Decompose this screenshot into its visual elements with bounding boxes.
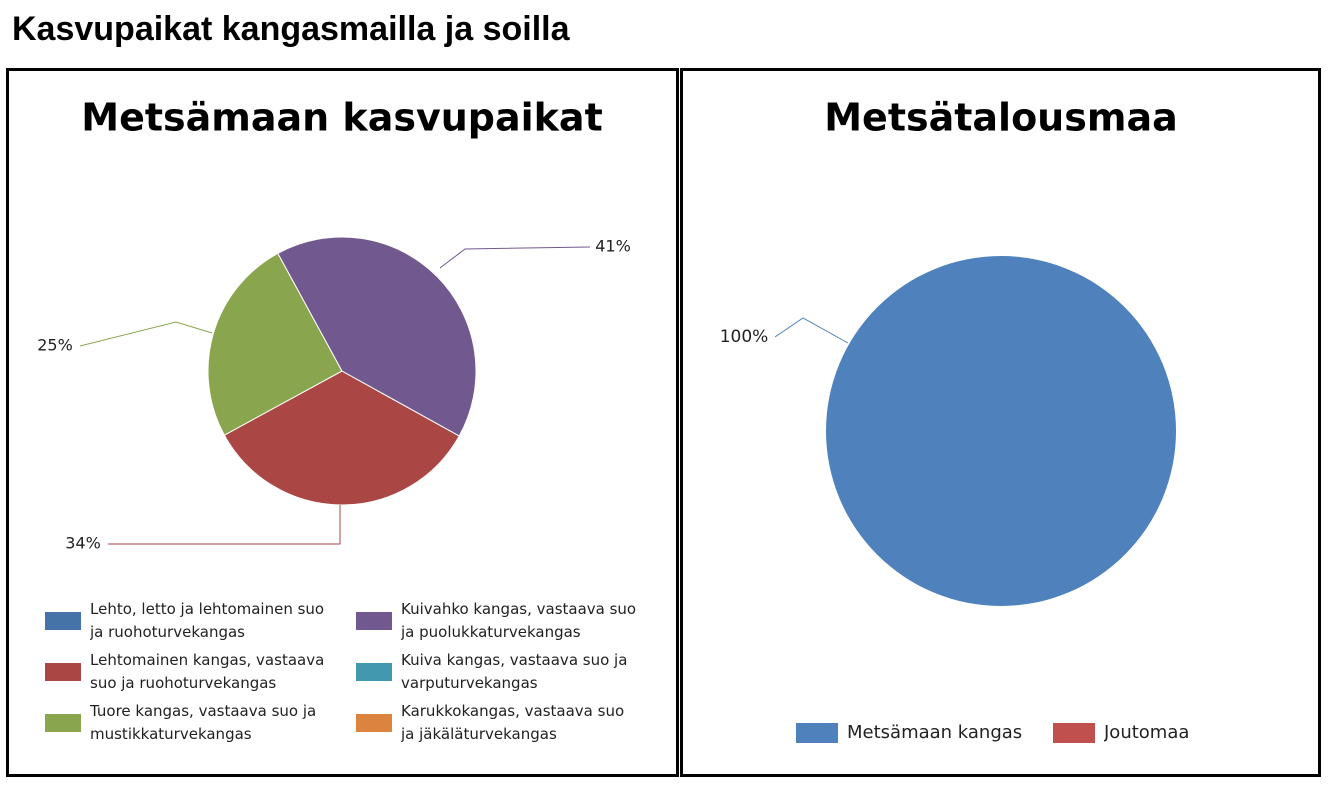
legend-text: Kuivahko kangas, vastaava suo ja puolukk…: [401, 600, 637, 641]
legend-label: Tuore kangas, vastaava suo ja mustikkatu…: [90, 702, 317, 743]
legend-label: Kuiva kangas, vastaava suo ja varputurve…: [401, 651, 628, 692]
legend-text: Joutomaa: [1104, 722, 1190, 743]
data-label: 25%: [37, 336, 73, 355]
panel: [680, 68, 1321, 777]
data-label: 41%: [595, 237, 631, 256]
legend-text: Kuiva kangas, vastaava suo ja varputurve…: [401, 651, 628, 692]
legend-text: Lehtomainen kangas, vastaava suo ja ruoh…: [90, 651, 325, 692]
legend-label: Joutomaa: [1104, 722, 1190, 743]
legend-label: Metsämaan kangas: [847, 722, 1023, 743]
legend-swatch: [45, 612, 81, 630]
leader-line: [108, 505, 341, 545]
pie-slice: [223, 370, 460, 506]
legend-text: Tuore kangas, vastaava suo ja mustikkatu…: [90, 702, 317, 743]
leader-line: [79, 321, 213, 347]
chart-title: Metsätalousmaa: [824, 96, 1178, 140]
panel: [6, 68, 679, 777]
legend-label: Kuivahko kangas, vastaava suo ja puolukk…: [401, 600, 637, 641]
pie-slice: [277, 236, 477, 437]
legend-label: Lehto, letto ja lehtomainen suo ja ruoho…: [90, 600, 325, 641]
legend-swatch: [796, 723, 838, 743]
chart-title: Metsämaan kasvupaikat: [81, 96, 602, 140]
page-title: Kasvupaikat kangasmailla ja soilla: [12, 10, 571, 48]
data-label: 34%: [65, 534, 101, 553]
legend-text: Karukkokangas, vastaava suo ja jäkälätur…: [401, 702, 625, 743]
legend-text: Lehto, letto ja lehtomainen suo ja ruoho…: [90, 600, 325, 641]
legend-swatch: [45, 663, 81, 681]
legend-swatch: [356, 714, 392, 732]
leader-line: [774, 317, 849, 344]
pie-slice: [826, 256, 1176, 606]
leader-line: [439, 246, 591, 269]
legend-swatch: [356, 612, 392, 630]
legend-swatch: [45, 714, 81, 732]
legend-label: Karukkokangas, vastaava suo ja jäkälätur…: [401, 702, 625, 743]
legend-label: Lehtomainen kangas, vastaava suo ja ruoh…: [90, 651, 325, 692]
pie-slice: [207, 252, 343, 436]
legend-swatch: [356, 663, 392, 681]
data-label: 100%: [720, 327, 769, 347]
legend-text: Metsämaan kangas: [847, 722, 1023, 743]
legend-swatch: [1053, 723, 1095, 743]
